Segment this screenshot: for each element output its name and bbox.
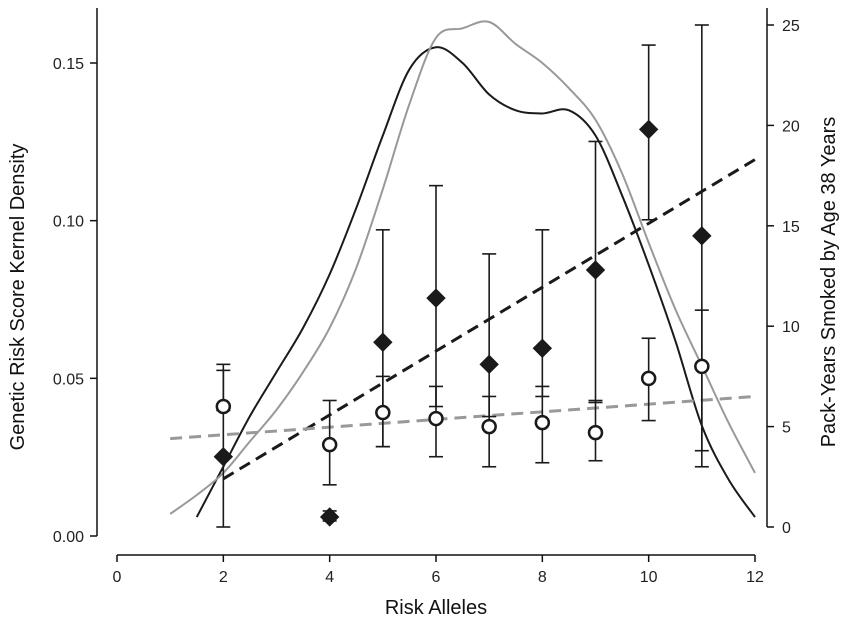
tick-layer: 0 2 4 6 8 10 12 0.00 0.05 0.10 0.15 0 5 10 15 20 25 [53, 18, 800, 586]
y-right-tick-label: 10 [782, 319, 800, 336]
x-tick-label: 4 [325, 569, 334, 586]
diamond-point [692, 226, 712, 246]
x-tick-label: 2 [219, 569, 228, 586]
x-tick-label: 10 [640, 569, 658, 586]
open-circle-point [694, 358, 710, 375]
markers-layer [213, 119, 712, 527]
diamond-point [532, 338, 553, 358]
diamond-point [213, 447, 234, 467]
y-right-tick-label: 20 [782, 118, 800, 135]
open-circle-point [321, 436, 338, 453]
x-tick-label: 6 [432, 569, 441, 586]
x-tick-label: 0 [113, 569, 122, 586]
diamond-point [373, 332, 393, 352]
open-circle-point [375, 404, 391, 421]
y-right-tick-label: 5 [782, 420, 791, 437]
y-right-tick-label: 0 [782, 520, 791, 537]
diamond-point [479, 354, 499, 375]
open-circle-point [587, 424, 604, 441]
x-tick-label: 8 [538, 569, 547, 586]
y-left-tick-label: 0.15 [53, 56, 84, 73]
density-curves-layer [169, 20, 756, 518]
error-bars-layer [216, 24, 709, 528]
diamond-point [319, 507, 340, 527]
gray-density-curve [169, 20, 756, 515]
y-left-tick-label: 0.10 [53, 214, 84, 231]
diamond-point [585, 260, 606, 280]
open-circle-point [640, 370, 657, 387]
black-density-curve [195, 46, 756, 518]
open-circle-point [215, 398, 232, 415]
x-tick-label: 12 [746, 569, 764, 586]
y-left-axis-title: Genetic Risk Score Kernel Density [7, 144, 29, 451]
diamond-point [426, 288, 446, 308]
y-right-axis-title: Pack-Years Smoked by Age 38 Years [818, 117, 840, 448]
open-circle-point [534, 414, 551, 431]
open-circle-point [428, 410, 444, 427]
y-left-tick-label: 0.05 [53, 371, 84, 388]
open-circle-point [481, 418, 497, 435]
axes-layer [96, 8, 768, 556]
gray-dashed-trend-line [170, 394, 756, 441]
diamond-point [638, 119, 659, 140]
y-right-tick-label: 25 [782, 18, 800, 35]
y-right-tick-label: 15 [782, 219, 800, 236]
y-left-tick-label: 0.00 [53, 529, 84, 546]
x-axis-title: Risk Alleles [385, 597, 487, 619]
